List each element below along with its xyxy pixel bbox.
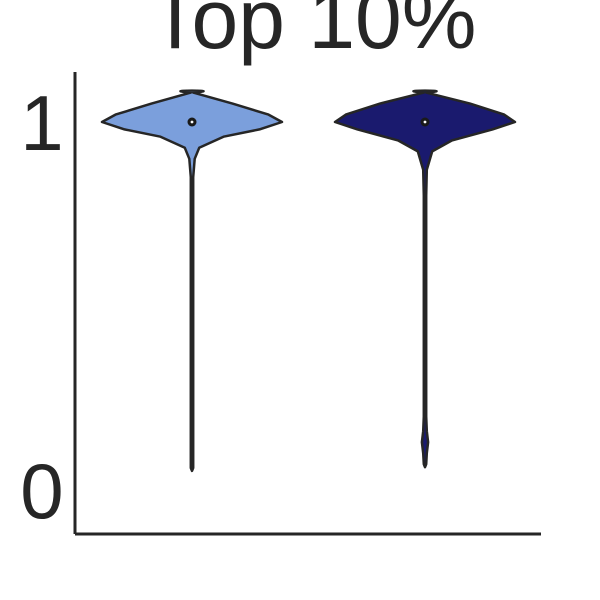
y-tick-label: 0: [20, 447, 63, 535]
violin-body: [333, 89, 517, 469]
violin-body: [100, 89, 284, 473]
median-marker-center: [423, 120, 427, 124]
chart-title: Top 10%: [150, 0, 477, 66]
y-axis: 01: [20, 72, 77, 535]
median-marker-center: [190, 120, 194, 124]
violins: [100, 89, 517, 473]
y-tick-label: 1: [20, 79, 63, 167]
